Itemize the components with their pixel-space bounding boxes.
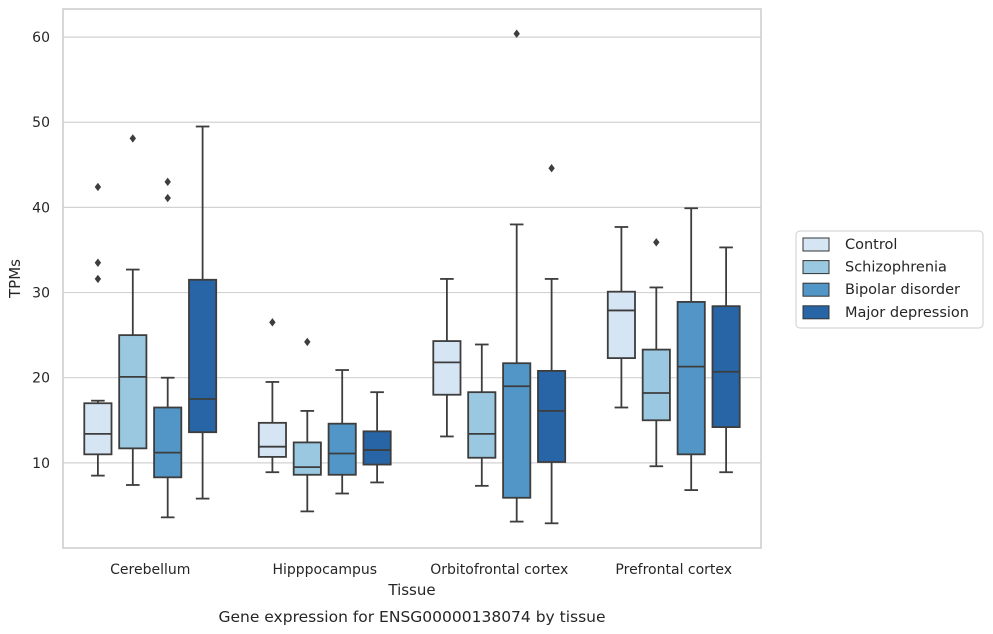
box-body xyxy=(292,441,322,476)
box xyxy=(118,134,148,486)
box xyxy=(467,343,497,487)
x-axis-label: Tissue xyxy=(387,581,435,599)
box-body xyxy=(153,406,183,479)
box-body xyxy=(362,430,392,466)
y-axis-label: TPMs xyxy=(6,259,24,299)
outlier-point xyxy=(94,274,102,284)
box-body xyxy=(83,402,113,456)
box-body xyxy=(502,362,532,499)
y-tick-label: 50 xyxy=(32,115,50,131)
box xyxy=(711,246,741,474)
y-tick-label: 20 xyxy=(32,371,50,387)
y-tick-label: 60 xyxy=(32,30,50,46)
legend-swatch xyxy=(802,237,830,252)
y-tick-label: 10 xyxy=(32,456,50,472)
box-series-layer xyxy=(83,29,741,525)
x-tick-label: Orbitofrontal cortex xyxy=(430,562,568,578)
box xyxy=(641,238,671,468)
legend-item: Major depression xyxy=(802,305,969,321)
legend-label: Schizophrenia xyxy=(845,260,947,276)
box xyxy=(188,125,218,500)
y-tick-label: 30 xyxy=(32,286,50,302)
box xyxy=(606,226,636,409)
legend-label: Bipolar disorder xyxy=(845,282,960,298)
box xyxy=(502,29,532,523)
legend-item: Bipolar disorder xyxy=(802,282,960,298)
box xyxy=(362,391,392,484)
series-bipolar-disorder xyxy=(153,29,706,523)
box xyxy=(537,164,567,525)
box-body xyxy=(641,348,671,422)
series-control xyxy=(83,182,636,477)
outlier-point xyxy=(94,258,102,267)
legend: Control Schizophrenia Bipolar disorder Majo… xyxy=(795,230,984,329)
box xyxy=(257,318,287,474)
outlier-point xyxy=(164,177,171,187)
box-body xyxy=(676,301,706,456)
legend-swatch xyxy=(802,282,830,297)
y-tick-label: 40 xyxy=(32,200,50,216)
x-tick-label: Prefrontal cortex xyxy=(615,562,732,578)
box-body xyxy=(432,340,462,396)
box-body xyxy=(467,391,497,459)
legend-swatch xyxy=(802,260,830,275)
legend-label: Control xyxy=(845,237,897,253)
box-body xyxy=(711,305,741,428)
outlier-point xyxy=(304,337,311,347)
outlier-point xyxy=(164,193,171,203)
legend-frame xyxy=(795,230,984,329)
chart-caption: Gene expression for ENSG00000138074 by t… xyxy=(218,608,605,626)
x-tick-label: Hipppocampus xyxy=(272,562,377,578)
series-schizophrenia xyxy=(118,134,671,513)
legend-item: Schizophrenia xyxy=(802,260,947,276)
plot-frame xyxy=(62,8,762,549)
outlier-point xyxy=(94,182,102,192)
box xyxy=(432,278,462,438)
series-major-depression xyxy=(188,125,741,525)
box-body xyxy=(118,334,148,450)
box-body xyxy=(537,369,567,463)
outlier-point xyxy=(548,164,555,173)
outlier-point xyxy=(513,29,520,38)
x-tick-labels: Cerebellum Hipppocampus Orbitofrontal cort… xyxy=(110,562,732,578)
legend-swatch xyxy=(802,305,830,320)
box xyxy=(83,182,113,477)
box-body xyxy=(327,422,357,476)
box-body xyxy=(188,278,218,434)
box xyxy=(292,337,322,513)
legend-item: Control xyxy=(802,237,897,253)
outlier-point xyxy=(653,238,660,247)
box xyxy=(676,207,706,491)
box-body xyxy=(606,290,636,360)
x-tick-label: Cerebellum xyxy=(110,562,190,578)
outlier-point xyxy=(129,134,136,143)
outlier-point xyxy=(269,318,276,327)
legend-label: Major depression xyxy=(845,305,969,321)
box-body xyxy=(257,421,287,458)
box xyxy=(327,369,357,495)
y-tick-labels: 10 20 30 40 50 60 xyxy=(32,30,50,472)
box xyxy=(153,177,183,519)
